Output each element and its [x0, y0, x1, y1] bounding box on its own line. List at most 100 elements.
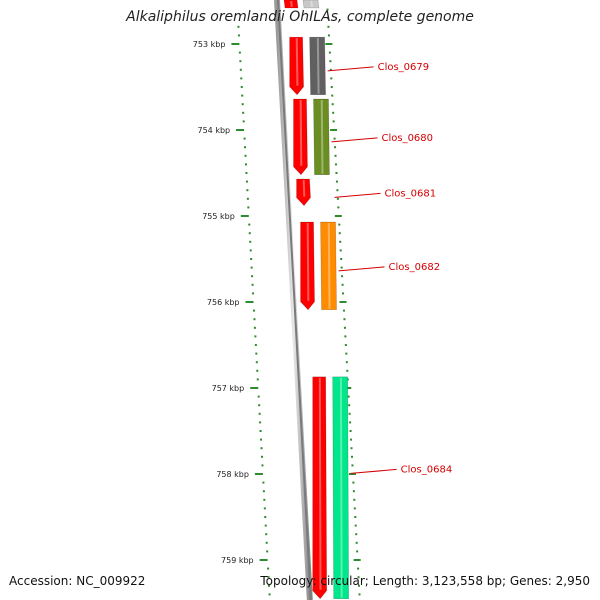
gene-label-leader [338, 266, 385, 272]
outer-scale-tick [351, 464, 354, 467]
scale-minor-tick [263, 498, 266, 501]
outer-scale-tick [349, 430, 352, 432]
gene-feature-fragment[interactable] [302, 0, 320, 9]
scale-minor-tick [254, 335, 257, 338]
outer-scale-tick [347, 395, 350, 398]
scale-minor-tick [248, 223, 251, 226]
outer-scale-tick [334, 215, 342, 217]
scale-minor-tick [238, 51, 241, 54]
outer-scale-tick [352, 490, 355, 493]
outer-scale-tick [325, 43, 333, 45]
scale-minor-tick [260, 455, 263, 458]
gene-feature[interactable] [320, 221, 337, 311]
outer-scale-tick [339, 240, 342, 243]
outer-scale-tick [344, 335, 347, 338]
scale-major-tick [231, 43, 240, 45]
scale-minor-tick [267, 567, 270, 570]
scale-minor-tick [266, 550, 269, 553]
gene-label[interactable]: Clos_0680 [381, 133, 433, 144]
outer-scale-tick [349, 421, 352, 424]
outer-scale-tick [340, 258, 343, 260]
scale-minor-tick [256, 369, 259, 372]
cds-feature[interactable] [289, 36, 304, 96]
outer-scale-tick [326, 8, 329, 11]
scale-minor-tick [262, 490, 265, 493]
gene-label[interactable]: Clos_0679 [378, 62, 430, 73]
cds-feature[interactable] [300, 221, 315, 311]
scale-minor-tick [262, 481, 265, 484]
scale-minor-tick [259, 421, 262, 424]
outer-scale-tick [334, 146, 337, 149]
outer-scale-tick [327, 34, 330, 37]
gene-feature[interactable] [313, 98, 330, 176]
scale-minor-tick [250, 266, 253, 269]
gene-feature[interactable] [309, 36, 326, 96]
outer-scale-tick [354, 516, 357, 518]
scale-minor-tick [249, 249, 252, 252]
scale-minor-tick [251, 275, 254, 278]
gene-feature[interactable] [332, 376, 349, 599]
gene-label[interactable]: Clos_0682 [389, 262, 441, 273]
scale-minor-tick [243, 137, 246, 140]
outer-scale-tick [333, 137, 336, 140]
scale-minor-tick [257, 395, 260, 398]
scale-minor-tick [258, 412, 261, 415]
outer-scale-tick [356, 550, 359, 553]
outer-scale-tick [342, 309, 345, 312]
scale-tick-label: 757 kbp [212, 384, 245, 393]
outer-scale-tick [338, 223, 341, 226]
cds-feature[interactable] [312, 376, 327, 600]
scale-minor-tick [242, 111, 245, 114]
scale-minor-tick [244, 163, 247, 166]
scale-tick-label: 758 kbp [216, 470, 249, 479]
gene-label[interactable]: Clos_0681 [385, 188, 437, 199]
gene-label-leader [350, 468, 397, 474]
cds-feature[interactable] [293, 98, 308, 176]
outer-scale-tick [343, 318, 346, 321]
scale-major-tick [250, 387, 259, 389]
outer-scale-tick [334, 154, 337, 157]
scale-minor-tick [247, 206, 250, 209]
outer-scale-tick [352, 481, 355, 484]
scale-minor-tick [255, 361, 258, 364]
outer-scale-tick [354, 524, 357, 527]
cds-feature[interactable] [296, 178, 311, 207]
scale-minor-tick [249, 240, 252, 243]
outer-scale-tick [338, 232, 341, 235]
outer-scale-tick [355, 541, 358, 544]
scale-minor-tick [263, 507, 266, 510]
outer-scale-tick [348, 412, 351, 415]
scale-minor-tick [253, 326, 256, 329]
scale-tick-label: 753 kbp [193, 40, 226, 49]
backbone-layer [274, 0, 313, 600]
outer-scale-tick [336, 197, 339, 200]
accession-text: Accession: NC_009922 [9, 574, 146, 588]
outer-scale-tick [357, 567, 360, 570]
outer-scale-tick [358, 584, 361, 587]
outer-scale-tick [345, 361, 348, 364]
outer-scale-tick [335, 180, 338, 183]
outer-scale-tick [341, 283, 344, 286]
outer-scale-tick [334, 163, 337, 166]
gene-label[interactable]: Clos_0684 [401, 464, 453, 475]
outer-scale-tick [330, 129, 338, 131]
outer-scale-tick [329, 68, 332, 71]
outer-scale-tick [336, 189, 339, 192]
cds-feature-fragment[interactable] [283, 0, 299, 9]
outer-scale-tick [358, 593, 361, 596]
outer-scale-tick [344, 344, 347, 346]
outer-scale-tick [331, 94, 334, 97]
gene-labels-layer: Clos_0679 Clos_0680 Clos_0681 Clos_0682 Clos… [327, 62, 453, 475]
scale-minor-tick [255, 352, 258, 355]
scale-minor-tick [253, 318, 256, 321]
scale-minor-tick [254, 344, 257, 346]
scale-minor-tick [252, 309, 255, 312]
outer-scale-tick [350, 438, 353, 441]
outer-scale-tick [342, 292, 345, 295]
outer-scale-tick [343, 326, 346, 329]
gene-label-leader [334, 192, 381, 198]
scale-minor-tick [237, 25, 240, 28]
outer-scale-tick [353, 507, 356, 510]
scale-minor-tick [252, 292, 255, 295]
